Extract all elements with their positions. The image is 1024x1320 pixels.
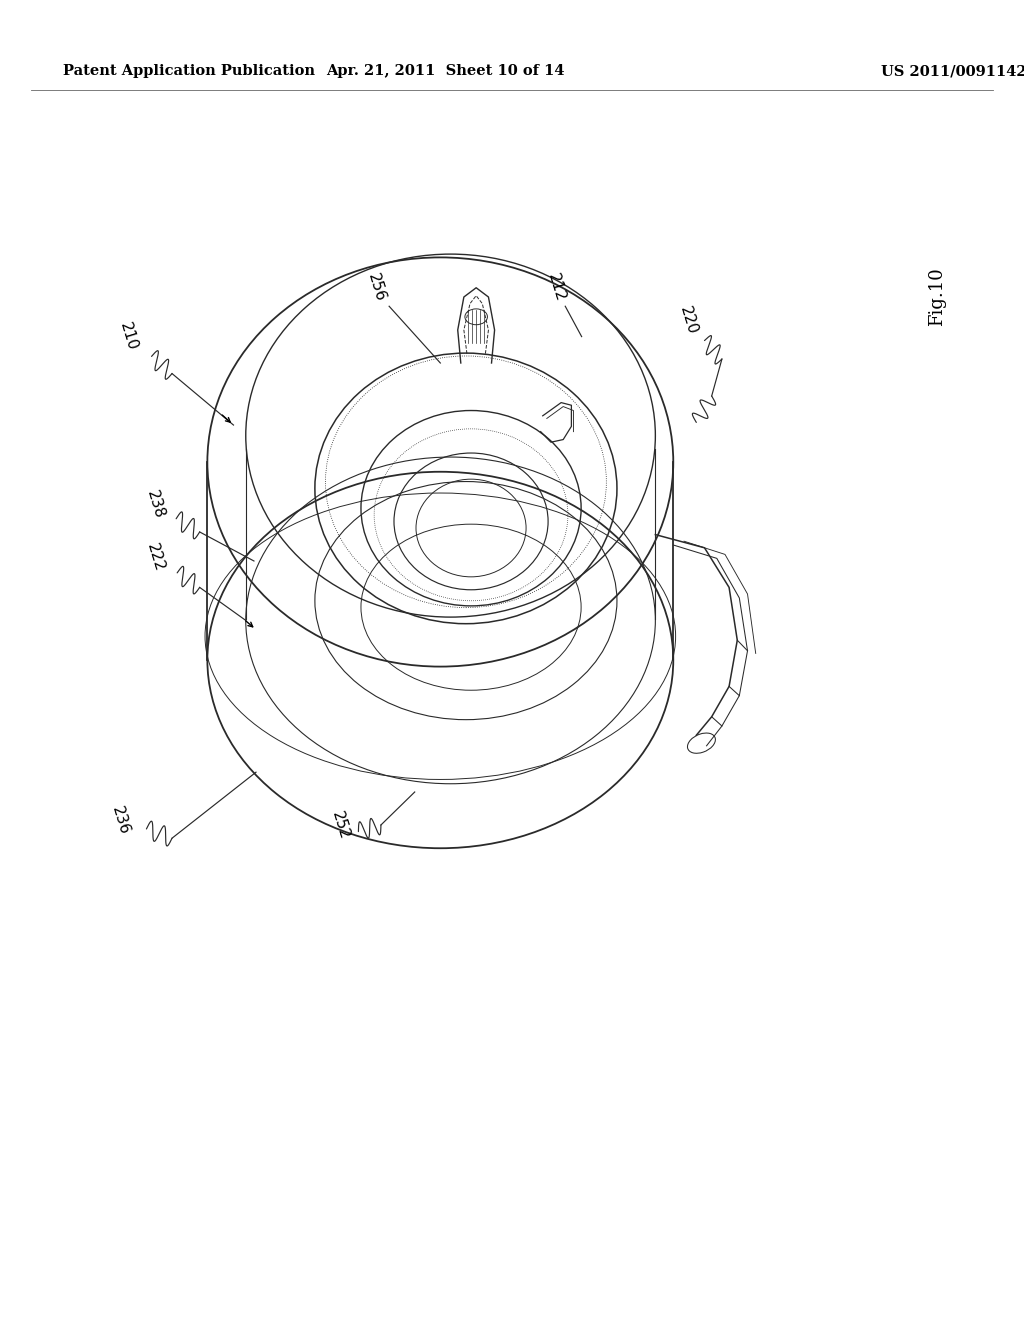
Text: 212: 212 xyxy=(545,272,567,304)
Text: Fig.10: Fig.10 xyxy=(928,268,946,326)
Text: 256: 256 xyxy=(366,272,388,304)
Text: 222: 222 xyxy=(144,541,167,573)
Text: 238: 238 xyxy=(144,488,167,520)
Text: 220: 220 xyxy=(677,305,699,337)
Text: 236: 236 xyxy=(110,805,132,837)
Text: Patent Application Publication: Patent Application Publication xyxy=(63,65,315,78)
Text: 252: 252 xyxy=(329,809,351,841)
Text: Apr. 21, 2011  Sheet 10 of 14: Apr. 21, 2011 Sheet 10 of 14 xyxy=(327,65,564,78)
Text: 210: 210 xyxy=(117,321,139,352)
Text: US 2011/0091142 A1: US 2011/0091142 A1 xyxy=(881,65,1024,78)
